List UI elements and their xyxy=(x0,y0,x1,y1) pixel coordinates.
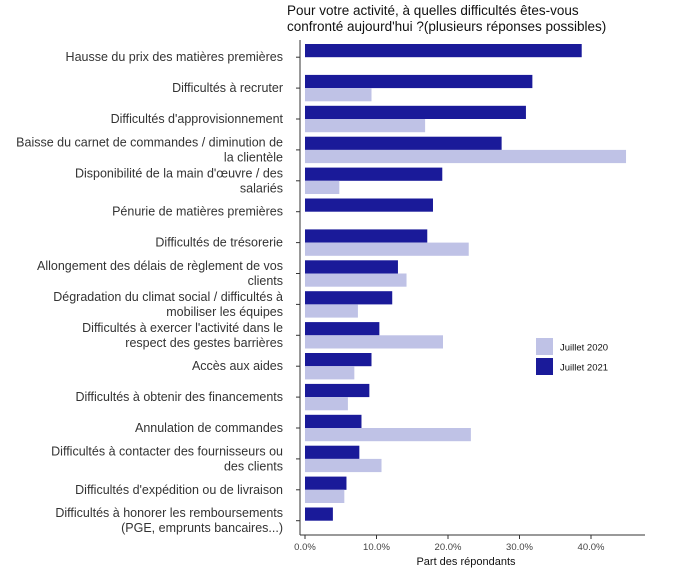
bar-juillet-2021 xyxy=(305,105,526,119)
x-tick-label: 40.0% xyxy=(578,542,605,553)
bar-juillet-2021 xyxy=(305,291,393,305)
chart-title: Pour votre activité, à quelles difficult… xyxy=(287,3,606,34)
bar-juillet-2020 xyxy=(305,335,443,349)
legend-swatch xyxy=(536,338,553,355)
category-label: la clientèle xyxy=(224,150,283,164)
chart-title-line: Pour votre activité, à quelles difficult… xyxy=(287,3,579,18)
category-label: Accès aux aides xyxy=(192,359,283,373)
x-tick-label: 20.0% xyxy=(435,542,462,553)
x-axis-title: Part des répondants xyxy=(416,556,516,568)
axes: 0.0% 10.0% 20.0% 30.0% 40.0% xyxy=(294,40,645,553)
x-tick-label: 10.0% xyxy=(363,542,390,553)
category-label: Difficultés d'expédition ou de livraison xyxy=(75,483,283,497)
category-label: clients xyxy=(248,274,283,288)
category-label: respect des gestes barrières xyxy=(125,336,283,350)
bar-juillet-2020 xyxy=(305,88,372,102)
bar-juillet-2021 xyxy=(305,445,360,459)
bar-juillet-2021 xyxy=(305,476,347,490)
category-label: Difficultés à honorer les remboursements xyxy=(55,506,283,520)
bar-juillet-2020 xyxy=(305,489,345,503)
category-label: Hausse du prix des matières premières xyxy=(66,50,283,64)
bar-juillet-2021 xyxy=(305,383,370,398)
bar-juillet-2020 xyxy=(305,273,407,287)
bar-juillet-2020 xyxy=(305,180,340,194)
bar-juillet-2021 xyxy=(305,229,428,243)
category-label: Difficultés à exercer l'activité dans le xyxy=(82,321,283,335)
bar-juillet-2021 xyxy=(305,322,380,336)
category-label: (PGE, emprunts bancaires...) xyxy=(121,521,283,535)
x-tick-label: 0.0% xyxy=(294,542,316,553)
bar-juillet-2021 xyxy=(305,353,372,367)
x-tick-label: 30.0% xyxy=(506,542,533,553)
bar-juillet-2020 xyxy=(305,149,627,164)
category-label: Baisse du carnet de commandes / diminuti… xyxy=(16,135,283,149)
bar-juillet-2021 xyxy=(305,136,502,150)
chart-title-line: confronté aujourd'hui ?(plusieurs répons… xyxy=(287,19,606,34)
bar-juillet-2020 xyxy=(305,428,471,442)
legend-label: Juillet 2021 xyxy=(560,363,608,374)
category-label: salariés xyxy=(240,181,283,195)
category-labels: Hausse du prix des matières premières Dif… xyxy=(16,50,283,535)
bar-juillet-2021 xyxy=(305,74,533,89)
category-label: Difficultés d'approvisionnement xyxy=(111,112,284,126)
bar-juillet-2021 xyxy=(305,507,333,521)
category-label: Difficultés de trésorerie xyxy=(155,236,283,250)
legend-swatch xyxy=(536,358,553,375)
bar-juillet-2020 xyxy=(305,304,358,318)
bars xyxy=(305,44,627,521)
category-label: mobiliser les équipes xyxy=(166,305,283,319)
category-label: Annulation de commandes xyxy=(135,421,283,435)
legend: Juillet 2020 Juillet 2021 xyxy=(536,338,608,375)
category-label: Difficultés à obtenir des financements xyxy=(75,390,283,404)
bar-juillet-2020 xyxy=(305,119,426,133)
bar-juillet-2021 xyxy=(305,414,362,428)
category-label: des clients xyxy=(224,459,283,473)
bar-juillet-2020 xyxy=(305,366,355,380)
category-label: Allongement des délais de règlement de v… xyxy=(37,259,283,273)
bar-juillet-2020 xyxy=(305,242,469,256)
bar-juillet-2021 xyxy=(305,260,398,274)
category-label: Difficultés à recruter xyxy=(172,81,283,95)
category-label: Dégradation du climat social / difficult… xyxy=(53,290,283,304)
bar-juillet-2021 xyxy=(305,198,433,212)
category-label: Difficultés à contacter des fournisseurs… xyxy=(51,444,283,458)
bar-juillet-2021 xyxy=(305,44,582,58)
category-label: Disponibilité de la main d'œuvre / des xyxy=(75,166,283,180)
bar-juillet-2021 xyxy=(305,167,443,181)
bar-juillet-2020 xyxy=(305,397,348,411)
legend-label: Juillet 2020 xyxy=(560,343,608,354)
category-label: Pénurie de matières premières xyxy=(112,205,283,219)
bar-juillet-2020 xyxy=(305,458,382,473)
